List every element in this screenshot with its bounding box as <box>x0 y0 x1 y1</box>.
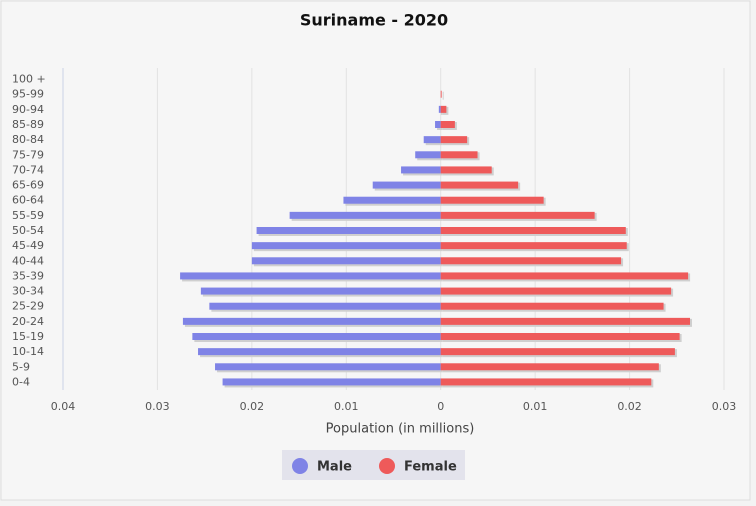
y-tick-label: 80-84 <box>12 133 44 146</box>
y-tick-label: 30-34 <box>12 285 44 298</box>
y-tick-label: 35-39 <box>12 269 44 282</box>
bar <box>440 348 675 356</box>
bar <box>440 121 455 128</box>
bar <box>435 121 441 128</box>
x-tick-label: 0.04 <box>51 400 76 413</box>
bar <box>440 196 544 204</box>
bar <box>440 166 492 174</box>
bar-shadow <box>442 91 444 100</box>
bar <box>438 105 441 113</box>
y-tick-label: 85-89 <box>12 118 44 131</box>
y-tick-label: 45-49 <box>12 239 44 252</box>
y-tick-label: 65-69 <box>12 179 44 192</box>
bar <box>209 302 441 310</box>
bar <box>200 287 441 295</box>
bar <box>256 227 441 234</box>
y-tick-label: 20-24 <box>12 315 44 328</box>
y-tick-label: 0-4 <box>12 375 30 388</box>
bar <box>440 378 652 386</box>
bar <box>192 333 441 340</box>
bar <box>440 136 468 144</box>
bar <box>182 317 441 325</box>
bar <box>415 151 441 159</box>
x-tick-label: 0.01 <box>334 400 359 413</box>
bar <box>423 136 441 144</box>
bar <box>440 242 627 250</box>
bar <box>440 227 626 234</box>
bar <box>440 105 447 113</box>
legend-label: Male <box>317 460 352 475</box>
y-tick-label: 95-99 <box>12 88 44 101</box>
chart-title: Suriname - 2020 <box>300 11 448 30</box>
x-axis-label: Population (in millions) <box>326 422 475 437</box>
bar <box>440 181 519 189</box>
x-tick-label: 0.03 <box>145 400 170 413</box>
bar <box>180 272 441 280</box>
bar <box>440 302 664 310</box>
bar <box>440 333 680 340</box>
x-tick-label: 0.02 <box>617 400 642 413</box>
y-tick-label: 75-79 <box>12 148 44 161</box>
bar <box>289 211 441 219</box>
bar <box>401 166 441 174</box>
x-tick-label: 0.02 <box>240 400 265 413</box>
bar <box>440 90 442 98</box>
bar <box>222 378 441 386</box>
y-tick-label: 10-14 <box>12 345 44 358</box>
bar <box>440 211 595 219</box>
bar <box>251 242 441 250</box>
bar <box>198 348 441 356</box>
bar <box>440 151 478 159</box>
x-tick-label: 0.01 <box>523 400 548 413</box>
bar <box>343 196 441 204</box>
y-tick-label: 100 + <box>12 73 46 86</box>
y-tick-label: 40-44 <box>12 254 44 267</box>
bar <box>440 257 622 265</box>
x-tick-label: 0 <box>437 400 444 413</box>
y-tick-label: 60-64 <box>12 194 44 207</box>
bar <box>440 272 689 280</box>
bar <box>440 363 659 371</box>
legend-marker <box>292 458 308 474</box>
y-tick-label: 55-59 <box>12 209 44 222</box>
y-tick-label: 15-19 <box>12 330 44 343</box>
y-tick-label: 5-9 <box>12 360 30 373</box>
y-tick-label: 50-54 <box>12 224 44 237</box>
x-tick-label: 0.03 <box>712 400 737 413</box>
legend-box <box>282 450 465 480</box>
bar <box>251 257 441 265</box>
y-tick-label: 70-74 <box>12 163 44 176</box>
y-tick-label: 25-29 <box>12 300 44 313</box>
bar <box>440 317 691 325</box>
y-tick-label: 90-94 <box>12 103 44 116</box>
bar <box>215 363 441 371</box>
legend-marker <box>379 458 395 474</box>
bar <box>372 181 441 189</box>
legend-label: Female <box>404 460 457 475</box>
bar <box>440 287 672 295</box>
